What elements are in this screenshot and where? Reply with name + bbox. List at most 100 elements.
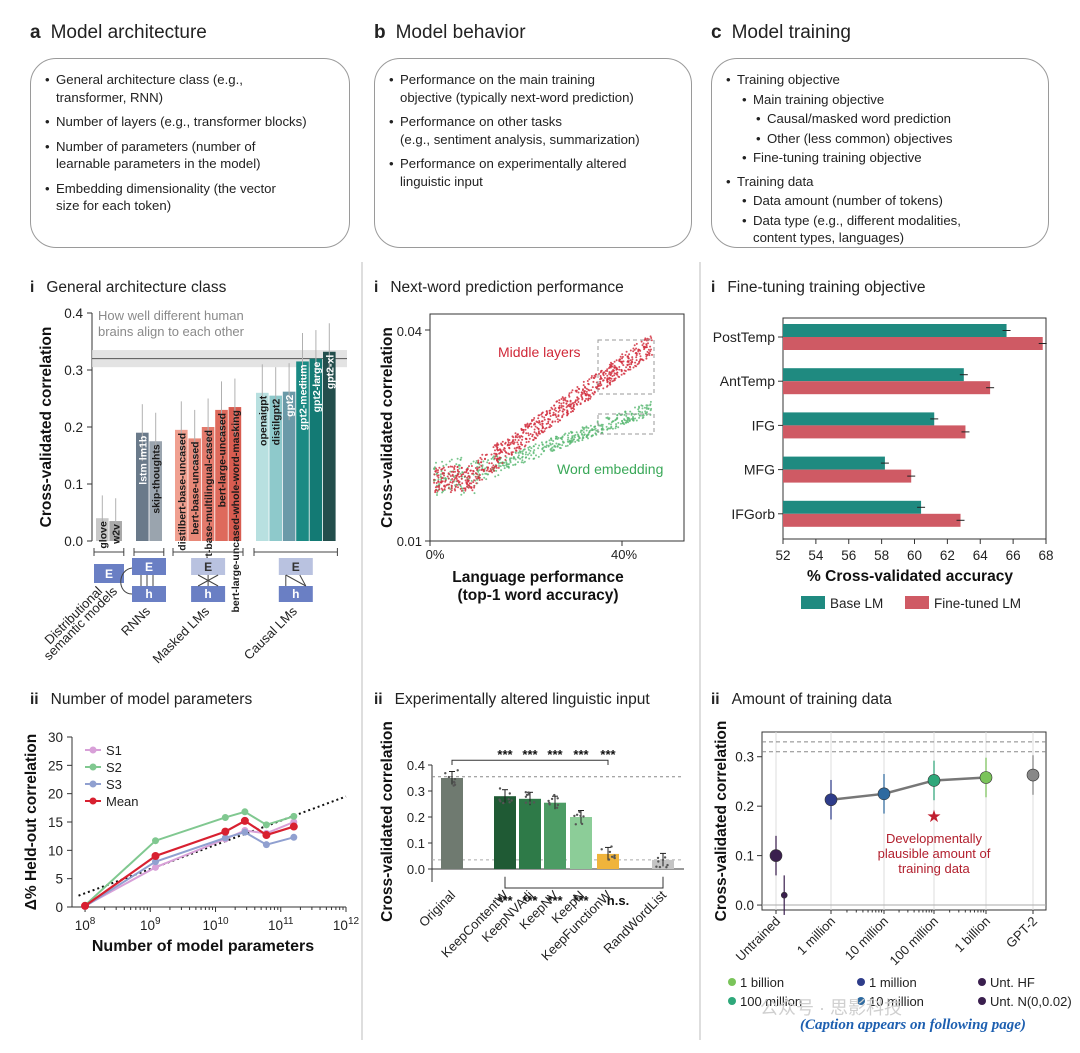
data-point (629, 359, 632, 362)
data-point (647, 348, 650, 351)
box-c-item: Other (less common) objectives (756, 130, 1034, 148)
data-point (495, 453, 498, 456)
data-point (450, 458, 453, 461)
data-point (532, 451, 535, 453)
icon-embedding-letter: E (145, 560, 153, 574)
data-point (540, 429, 543, 432)
y-tick-label: 0.2 (64, 420, 83, 435)
model-name-label: lstm lm1b (137, 436, 149, 485)
data-point (624, 421, 627, 424)
data-point (576, 403, 579, 406)
data-point (475, 460, 478, 462)
data-point (588, 389, 591, 392)
data-point (581, 397, 584, 400)
subject-point (447, 775, 451, 779)
data-point (562, 405, 565, 408)
box-c-item: Causal/masked word prediction (756, 110, 1034, 128)
data-point (649, 345, 652, 348)
data-point (634, 406, 636, 409)
section-c-header: c Model training (711, 22, 851, 43)
data-point (550, 439, 553, 441)
chart-next-word-prediction: 0.04 0.01 0% 40% Language performance(top-1 … (379, 313, 685, 604)
data-point (440, 470, 443, 473)
data-point (630, 363, 633, 366)
data-point (457, 464, 460, 467)
data-point (500, 450, 503, 453)
data-point (590, 376, 593, 379)
data-point (507, 441, 510, 444)
data-point (573, 408, 576, 411)
data-point (541, 422, 544, 425)
y-axis-label: Cross-validated correlation (713, 721, 730, 922)
data-point (459, 487, 462, 490)
subject-point (508, 792, 511, 795)
series-point-S3 (290, 833, 298, 841)
data-point (438, 486, 440, 489)
data-point (473, 485, 476, 487)
data-point (470, 486, 473, 489)
subject-point (613, 856, 616, 860)
data-point (540, 441, 543, 444)
data-point (477, 470, 480, 473)
series-point-S3 (241, 828, 249, 836)
data-point (577, 391, 580, 394)
x-axis-label: % Cross-validated accuracy (807, 568, 1013, 585)
data-point (608, 418, 610, 421)
legend-swatch (801, 596, 825, 609)
data-point (539, 423, 542, 426)
data-point (625, 350, 628, 353)
legend-label: S1 (106, 743, 122, 758)
data-point (596, 420, 599, 423)
data-point (498, 456, 501, 459)
data-point (571, 410, 574, 412)
data-point (582, 380, 585, 383)
data-point (529, 422, 532, 425)
legend-marker (89, 797, 97, 805)
data-point (464, 487, 467, 490)
data-point (641, 344, 644, 347)
y-tick-label: 15 (48, 815, 63, 830)
data-point (561, 435, 564, 438)
series-label-middle-layers: Middle layers (498, 344, 580, 360)
y-tick-label: 0.0 (407, 862, 425, 877)
significance-marker: *** (600, 747, 616, 762)
data-point (642, 414, 645, 417)
data-point (517, 461, 519, 464)
legend-label: Base LM (830, 596, 883, 611)
category-label: PostTemp (713, 329, 775, 345)
data-point (649, 350, 652, 353)
data-point (545, 440, 548, 443)
data-point (503, 467, 506, 470)
data-point (451, 465, 454, 468)
data-point (632, 350, 635, 353)
data-point (576, 433, 579, 436)
data-point (524, 423, 527, 426)
data-point (437, 480, 440, 483)
subject-point (508, 801, 511, 804)
data-point (623, 419, 626, 422)
data-point (521, 455, 524, 458)
data-point (478, 479, 481, 481)
bar-KeepNV (544, 802, 566, 869)
model-name-label: bert-base-uncased (190, 441, 202, 534)
data-point (643, 339, 646, 341)
data-point (504, 441, 507, 444)
data-point (553, 444, 556, 447)
legend-label: Mean (106, 794, 139, 809)
data-point (594, 432, 597, 435)
data-point (649, 400, 652, 403)
data-point (438, 466, 441, 469)
legend-marker (89, 763, 97, 771)
data-point (564, 445, 567, 448)
y-tick-label: 30 (48, 730, 63, 745)
data-point (583, 426, 586, 429)
bar-distilbert-base-uncased (175, 429, 188, 541)
y-tick-label: 0.1 (64, 477, 83, 492)
data-point (459, 485, 462, 488)
section-a-header: a Model architecture (30, 22, 207, 43)
data-point (549, 415, 552, 417)
data-point (458, 467, 461, 470)
data-point (643, 346, 646, 349)
data-point (637, 350, 640, 353)
x-tick-label: 1010 (202, 916, 229, 933)
